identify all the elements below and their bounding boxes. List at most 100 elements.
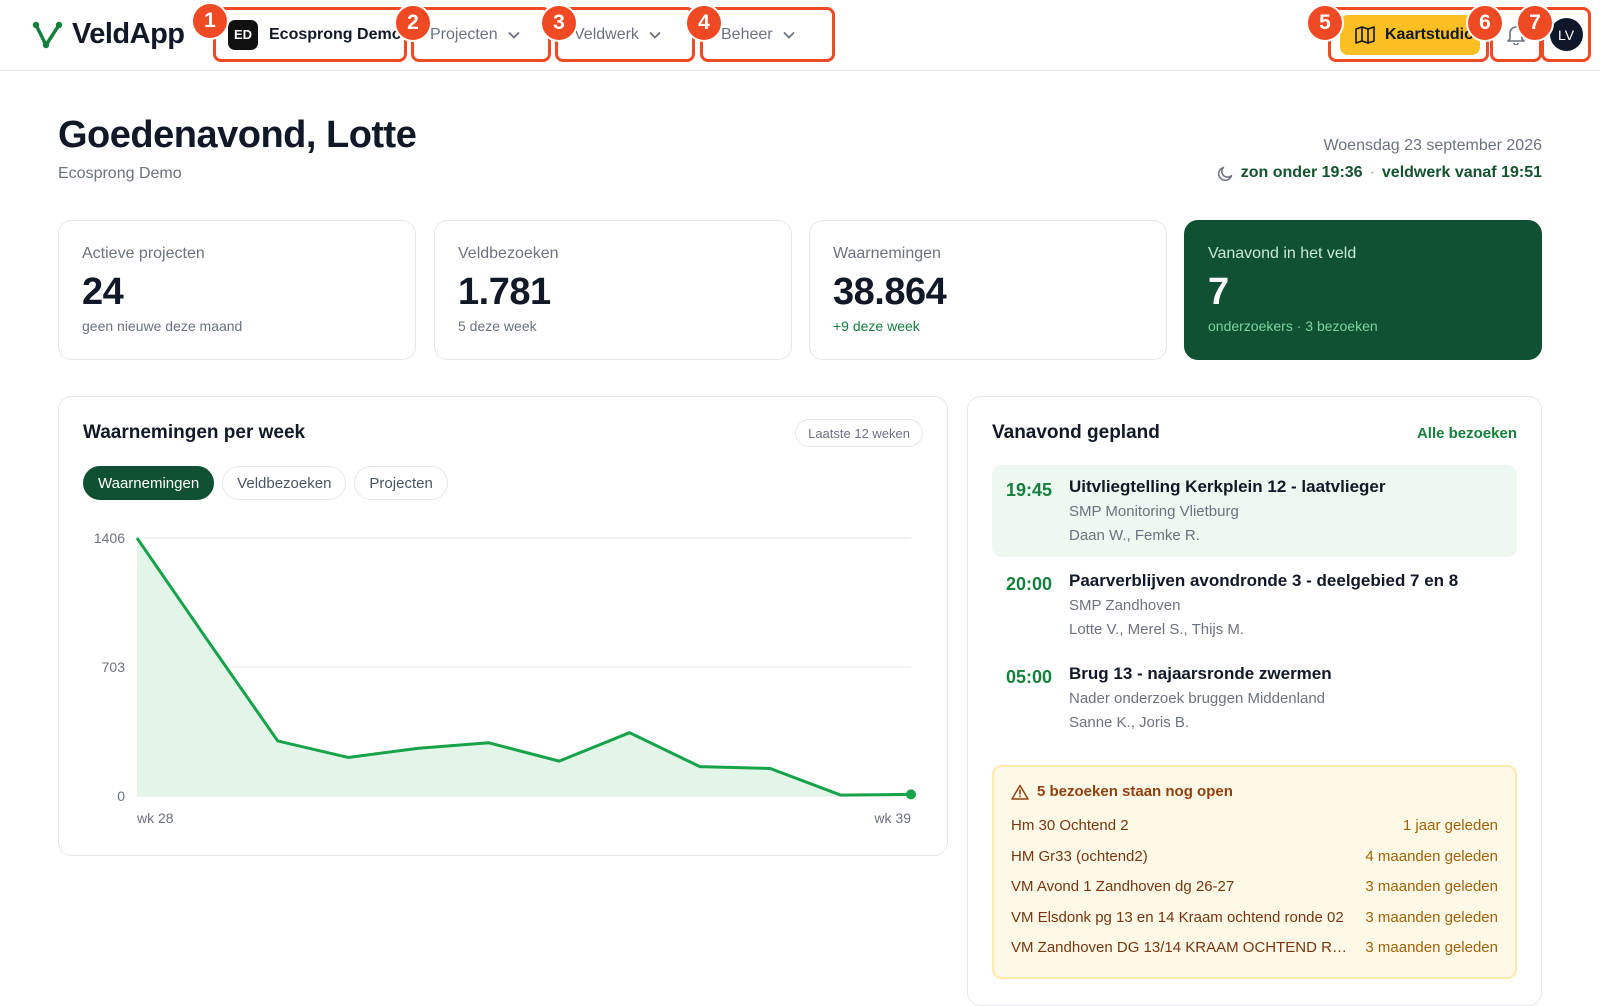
- open-visit-row[interactable]: Hm 30 Ochtend 2 1 jaar geleden: [1011, 817, 1498, 837]
- open-visit-row[interactable]: VM Zandhoven DG 13/14 KRAAM OCHTEND RO..…: [1011, 939, 1498, 959]
- stat-value: 38.864: [833, 271, 947, 313]
- open-visit-row[interactable]: VM Elsdonk pg 13 en 14 Kraam ochtend ron…: [1011, 909, 1498, 929]
- visit-item[interactable]: 19:45 Uitvliegtelling Kerkplein 12 - laa…: [992, 465, 1517, 557]
- page-title: Goedenavond, Lotte: [58, 114, 417, 156]
- stat-label: Actieve projecten: [82, 245, 205, 262]
- tab-projecten[interactable]: Projecten: [354, 466, 448, 500]
- marker-4: 4: [685, 4, 723, 42]
- open-visits-alert: 5 bezoeken staan nog open Hm 30 Ochtend …: [992, 765, 1517, 979]
- visit-title: Uitvliegtelling Kerkplein 12 - laatvlieg…: [1069, 477, 1386, 496]
- y-tick-label: 703: [102, 659, 126, 675]
- stat-card-waarnemingen[interactable]: Waarnemingen 38.864 +9 deze week: [809, 220, 1167, 360]
- open-visits-header: 5 bezoeken staan nog open: [1011, 783, 1233, 800]
- open-visit-name: VM Avond 1 Zandhoven dg 26-27: [1011, 878, 1235, 895]
- visit-time: 20:00: [1006, 574, 1053, 594]
- fieldwork-start: veldwerk vanaf 19:51: [1381, 164, 1542, 181]
- stat-label: Veldbezoeken: [458, 245, 559, 262]
- kaartstudio-label: Kaartstudio: [1385, 26, 1474, 43]
- menu-veldwerk-label: Veldwerk: [574, 25, 639, 43]
- marker-3: 3: [540, 4, 578, 42]
- veldapp-logo-icon: [32, 21, 63, 48]
- open-visit-name: VM Zandhoven DG 13/14 KRAAM OCHTEND RO..…: [1011, 939, 1356, 956]
- open-visit-age: 3 maanden geleden: [1365, 939, 1498, 956]
- chart-tabs: Waarnemingen Veldbezoeken Projecten: [83, 466, 448, 500]
- warning-icon: [1011, 784, 1029, 800]
- chevron-down-icon: [649, 31, 661, 39]
- all-visits-link[interactable]: Alle bezoeken: [1416, 425, 1517, 442]
- area-fill: [137, 538, 911, 796]
- range-badge[interactable]: Laatste 12 weken: [795, 419, 923, 447]
- series-line: [135, 537, 912, 797]
- visit-title: Paarverblijven avondronde 3 - deelgebied…: [1069, 571, 1459, 590]
- marker-2: 2: [394, 4, 432, 42]
- visit-people: Lotte V., Merel S., Thijs M.: [1069, 621, 1245, 638]
- visit-item[interactable]: 05:00 Brug 13 - najaarsronde zwermen Nad…: [992, 652, 1517, 744]
- y-tick-label: 0: [117, 788, 125, 804]
- visit-project: Nader onderzoek bruggen Middenland: [1069, 690, 1326, 707]
- open-visit-row[interactable]: VM Avond 1 Zandhoven dg 26-27 3 maanden …: [1011, 878, 1498, 898]
- sunset-info: zon onder 19:36 · veldwerk vanaf 19:51: [1217, 164, 1542, 182]
- marker-6: 6: [1466, 4, 1504, 42]
- visit-title: Brug 13 - najaarsronde zwermen: [1069, 664, 1332, 683]
- stat-card-actieve-projecten[interactable]: Actieve projecten 24 geen nieuwe deze ma…: [58, 220, 416, 360]
- chart-panel-title: Waarnemingen per week: [83, 422, 306, 443]
- chevron-down-icon: [507, 31, 520, 39]
- x-tick-label: wk 39: [873, 810, 911, 826]
- workspace-switcher[interactable]: ED Ecosprong Demo: [213, 7, 407, 62]
- visit-item[interactable]: 20:00 Paarverblijven avondronde 3 - deel…: [992, 559, 1517, 651]
- y-tick-label: 1406: [94, 530, 125, 546]
- open-visit-name: VM Elsdonk pg 13 en 14 Kraam ochtend ron…: [1011, 909, 1344, 926]
- visit-time: 19:45: [1006, 480, 1053, 500]
- schedule-title: Vanavond gepland: [992, 422, 1160, 443]
- stat-label: Vanavond in het veld: [1208, 245, 1357, 262]
- stat-subtext: 5 deze week: [458, 318, 537, 334]
- open-visits-title: 5 bezoeken staan nog open: [1037, 783, 1233, 800]
- chevron-down-icon: [782, 31, 795, 39]
- stat-value: 1.781: [458, 271, 551, 313]
- open-visit-name: Hm 30 Ochtend 2: [1011, 817, 1129, 834]
- app-logo[interactable]: VeldApp: [32, 18, 185, 51]
- stat-card-veldbezoeken[interactable]: Veldbezoeken 1.781 5 deze week: [434, 220, 792, 360]
- stat-subtext: +9 deze week: [833, 318, 920, 334]
- visit-time: 05:00: [1006, 667, 1053, 687]
- tab-waarnemingen[interactable]: Waarnemingen: [83, 466, 215, 500]
- open-visit-age: 3 maanden geleden: [1365, 909, 1498, 926]
- workspace-name: Ecosprong Demo: [269, 25, 402, 43]
- sunset-time: zon onder 19:36: [1240, 164, 1363, 181]
- marker-1: 1: [191, 2, 229, 40]
- marker-7: 7: [1516, 4, 1554, 42]
- visit-people: Sanne K., Joris B.: [1069, 714, 1190, 731]
- marker-5: 5: [1306, 4, 1344, 42]
- kaartstudio-button[interactable]: Kaartstudio: [1340, 15, 1480, 55]
- schedule-panel: Vanavond gepland Alle bezoeken 19:45 Uit…: [967, 396, 1542, 1006]
- avatar: LV: [1549, 18, 1583, 51]
- x-tick-label: wk 28: [136, 810, 174, 826]
- observations-chart: 0 703 1406 wk 28 wk 39: [94, 530, 916, 826]
- stat-subtext: geen nieuwe deze maand: [82, 318, 243, 334]
- open-visit-age: 1 jaar geleden: [1402, 817, 1498, 834]
- top-navigation: VeldApp ED Ecosprong Demo Projecten Veld…: [0, 0, 1600, 71]
- stat-value: 24: [82, 271, 124, 313]
- menu-beheer-label: Beheer: [721, 25, 773, 43]
- moon-icon: [1217, 166, 1233, 181]
- separator-dot: ·: [1369, 164, 1375, 181]
- stat-value: 7: [1208, 271, 1229, 313]
- stat-card-vanavond-in-het-veld[interactable]: Vanavond in het veld 7 onderzoekers · 3 …: [1184, 220, 1542, 360]
- workspace-badge: ED: [228, 19, 258, 50]
- open-visit-row[interactable]: HM Gr33 (ochtend2) 4 maanden geleden: [1011, 848, 1498, 868]
- tab-veldbezoeken[interactable]: Veldbezoeken: [222, 466, 347, 500]
- current-date: Woensdag 23 september 2026: [1323, 137, 1542, 154]
- map-icon: [1355, 26, 1375, 44]
- open-visit-name: HM Gr33 (ochtend2): [1011, 848, 1148, 865]
- organization-name: Ecosprong Demo: [58, 165, 182, 182]
- app-name: VeldApp: [72, 18, 185, 50]
- visit-project: SMP Monitoring Vlietburg: [1069, 503, 1239, 520]
- chart-panel: Waarnemingen per week Laatste 12 weken W…: [58, 396, 948, 856]
- open-visit-age: 3 maanden geleden: [1365, 878, 1498, 895]
- open-visit-age: 4 maanden geleden: [1365, 848, 1498, 865]
- stat-subtext: onderzoekers · 3 bezoeken: [1208, 318, 1378, 334]
- menu-projecten[interactable]: Projecten: [411, 7, 551, 62]
- stat-label: Waarnemingen: [833, 245, 941, 262]
- visit-project: SMP Zandhoven: [1069, 597, 1181, 614]
- menu-projecten-label: Projecten: [430, 25, 498, 43]
